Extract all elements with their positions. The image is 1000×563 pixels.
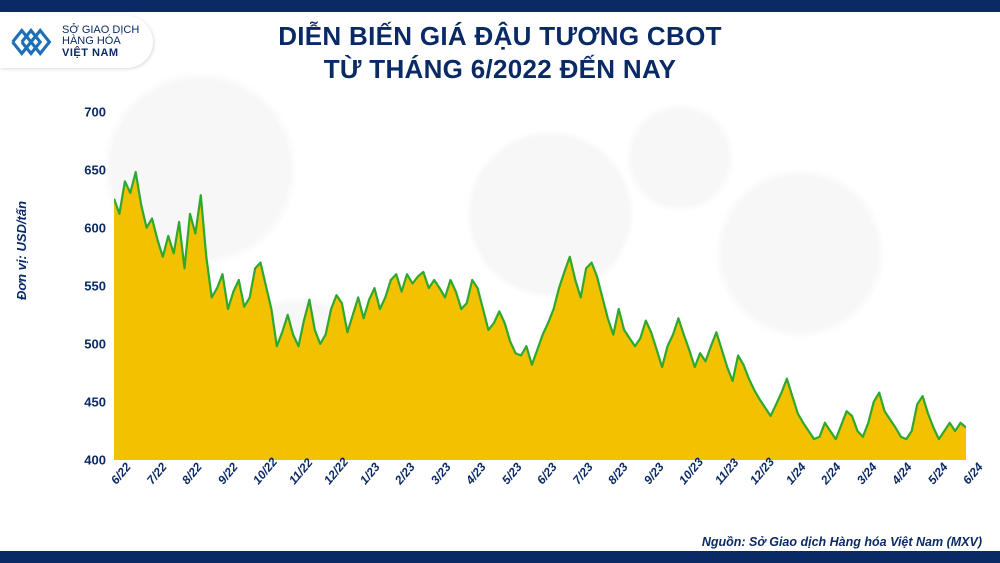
x-tick: 5/23 <box>499 460 525 487</box>
chart-area: 4004505005506006507006/227/228/229/2210/… <box>66 100 966 500</box>
area-chart-svg <box>114 100 966 460</box>
x-tick: 11/23 <box>712 456 741 487</box>
y-tick: 450 <box>66 394 106 409</box>
x-tick: 2/23 <box>392 460 418 487</box>
y-tick: 500 <box>66 336 106 351</box>
x-tick: 6/22 <box>108 460 134 487</box>
x-tick: 7/23 <box>570 460 596 487</box>
x-tick: 4/24 <box>889 460 915 487</box>
x-tick: 8/22 <box>179 460 205 487</box>
x-tick: 9/23 <box>641 460 667 487</box>
y-tick: 650 <box>66 162 106 177</box>
plot-region <box>114 100 966 460</box>
x-tick: 2/24 <box>818 460 844 487</box>
logo-icon <box>8 22 54 62</box>
source-footer: Nguồn: Sở Giao dịch Hàng hóa Việt Nam (M… <box>702 535 982 549</box>
logo: SỞ GIAO DỊCH HÀNG HÓA VIỆT NAM <box>0 16 153 68</box>
y-tick: 550 <box>66 278 106 293</box>
y-tick: 600 <box>66 220 106 235</box>
x-tick: 3/24 <box>854 460 880 487</box>
x-tick: 11/22 <box>286 456 315 487</box>
x-tick: 7/22 <box>144 460 170 487</box>
x-tick: 9/22 <box>215 460 241 487</box>
x-tick: 5/24 <box>925 460 951 487</box>
y-axis-label: Đơn vị: USD/tấn <box>14 201 29 300</box>
title-line2: TỪ THÁNG 6/2022 ĐẾN NAY <box>0 53 1000 86</box>
x-tick: 6/23 <box>534 460 560 487</box>
logo-line3: VIỆT NAM <box>62 48 139 60</box>
x-tick: 8/23 <box>605 460 631 487</box>
area-fill <box>114 172 966 460</box>
x-tick: 3/23 <box>428 460 454 487</box>
x-tick: 4/23 <box>463 460 489 487</box>
x-tick: 1/24 <box>783 460 809 487</box>
y-tick: 400 <box>66 453 106 468</box>
logo-text: SỞ GIAO DỊCH HÀNG HÓA VIỆT NAM <box>62 25 139 60</box>
y-tick: 700 <box>66 104 106 119</box>
x-tick: 1/23 <box>357 460 383 487</box>
